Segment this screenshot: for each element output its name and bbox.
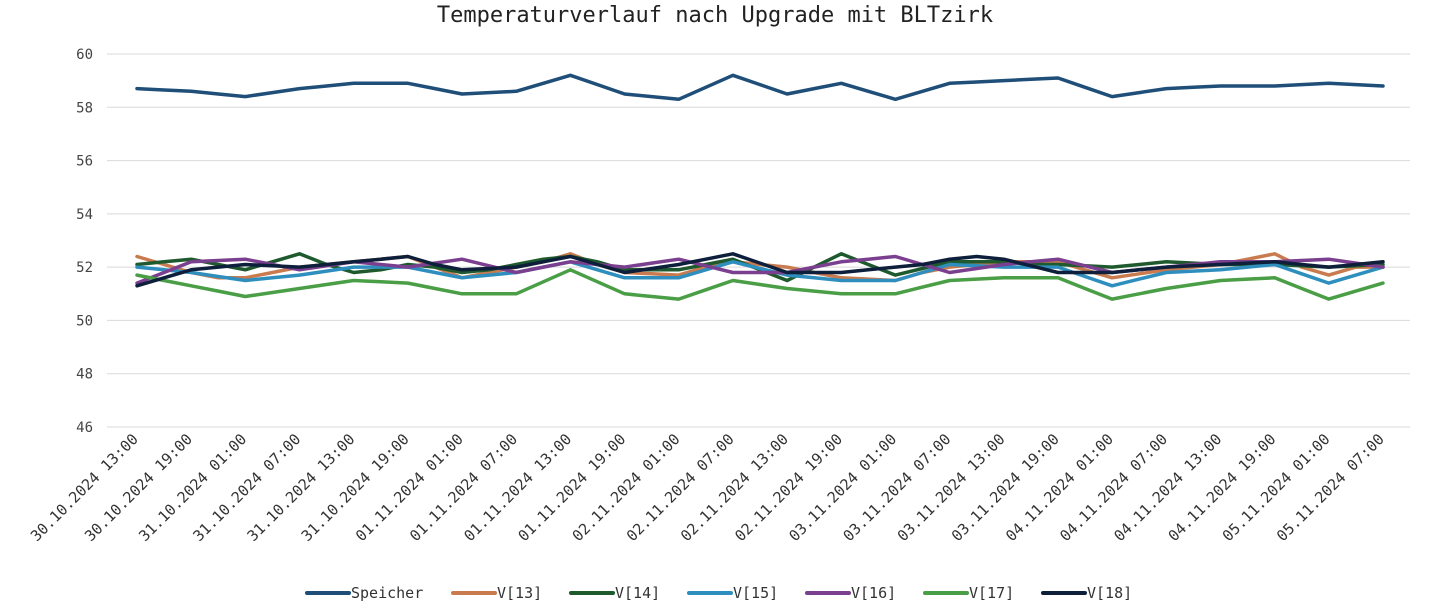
series-line-6	[135, 252, 1385, 288]
series-lines	[135, 73, 1385, 301]
legend-label: Speicher	[351, 584, 423, 602]
legend-label: V[17]	[969, 584, 1014, 602]
legend-label: V[15]	[733, 584, 778, 602]
x-tick-label: 05.11.2024 07:00	[1273, 430, 1388, 545]
y-tick-label: 58	[76, 100, 93, 116]
legend: Speicher V[13] V[14] V[15] V[16] V[17] V[18]	[305, 584, 1132, 602]
legend-label: V[18]	[1087, 584, 1132, 602]
series-line-0	[135, 73, 1385, 102]
legend-label: V[13]	[497, 584, 542, 602]
series-line-5	[135, 268, 1385, 301]
y-tick-label: 50	[76, 313, 93, 329]
y-tick-label: 56	[76, 154, 93, 170]
y-tick-label: 54	[76, 207, 93, 223]
gridlines	[107, 53, 1410, 428]
chart-title: Temperaturverlauf nach Upgrade mit BLTzi…	[437, 3, 993, 28]
y-tick-label: 60	[76, 47, 93, 63]
y-axis-ticks: 46 48 50 52 54 56 58 60	[76, 47, 93, 436]
legend-label: V[16]	[851, 584, 896, 602]
y-tick-label: 48	[76, 367, 93, 383]
y-tick-label: 52	[76, 260, 93, 276]
y-tick-label: 46	[76, 420, 93, 436]
legend-label: V[14]	[615, 584, 660, 602]
series-line-3	[135, 260, 1385, 288]
